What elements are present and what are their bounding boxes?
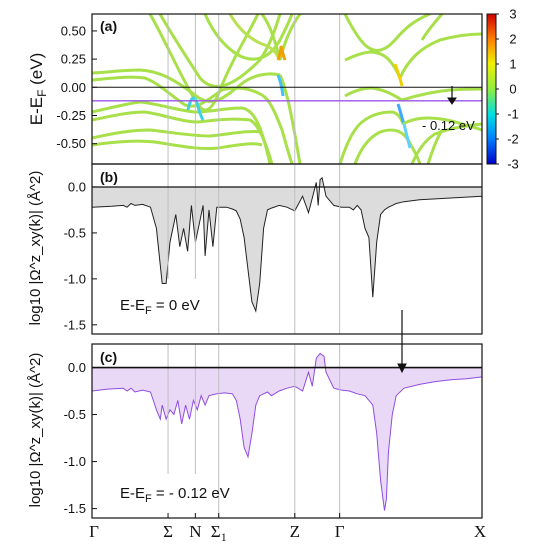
y-axis-label: log10 |Ω^z_xy(k)| (Å^2) xyxy=(27,171,44,326)
figure-texts: (a) (b) (c) E-EF (eV) - 0.12 eV log10 |Ω^z_xy… xyxy=(27,18,475,507)
y-tick-label: 0.0 xyxy=(68,179,86,194)
colorbar-tick-label: -1 xyxy=(507,107,519,122)
y-tick-label: 0.50 xyxy=(61,23,86,38)
colorbar-tick-label: 2 xyxy=(509,32,516,47)
y-tick-label: -1.5 xyxy=(64,501,86,516)
panel-label: (c) xyxy=(100,349,117,365)
y-axis-label: log10 |Ω^z_xy(k)| (Å^2) xyxy=(27,353,44,508)
k-point-label: Σ xyxy=(163,522,173,541)
colorbar-tick-label: -3 xyxy=(507,157,519,172)
y-tick-label: -0.5 xyxy=(64,407,86,422)
curvature-area xyxy=(92,177,482,311)
panel-b-frame xyxy=(91,163,483,335)
y-tick-label: 0.25 xyxy=(61,52,86,67)
colorbar-tick-label: -2 xyxy=(507,132,519,147)
colorbar: 3 2 1 0 -1 -2 -3 xyxy=(486,7,519,172)
panel-label: (b) xyxy=(100,169,118,185)
k-point-label: Σ1 xyxy=(211,522,227,544)
colorbar-gradient xyxy=(486,13,497,165)
y-tick-label: -1.5 xyxy=(64,317,86,332)
panel-c-frame xyxy=(91,343,483,519)
panel-c-axes: 0.0 -0.5 -1.0 -1.5 xyxy=(64,343,483,519)
y-tick-label: -0.5 xyxy=(64,225,86,240)
curvature-line xyxy=(92,352,482,511)
panel-label: (a) xyxy=(100,18,117,34)
colorbar-tick-label: 3 xyxy=(509,7,516,22)
panel-a: 0.50 0.25 0.00 -0.25 -0.50 xyxy=(56,13,483,165)
panel-b: 0.0 -0.5 -1.0 -1.5 xyxy=(64,163,483,335)
k-point-label: Z xyxy=(290,522,300,541)
k-point-label: X xyxy=(474,522,486,541)
y-tick-label: -1.0 xyxy=(64,271,86,286)
k-point-label: Γ xyxy=(89,522,99,541)
y-axis-label: E-EF (eV) xyxy=(27,53,49,126)
y-tick-label: -0.25 xyxy=(56,108,86,123)
y-tick-label: -1.0 xyxy=(64,454,86,469)
colorbar-ticks: 3 2 1 0 -1 -2 -3 xyxy=(496,7,519,172)
panel-c: 0.0 -0.5 -1.0 -1.5 xyxy=(64,343,483,519)
band-lines xyxy=(92,14,482,164)
k-point-label: Γ xyxy=(335,522,345,541)
y-tick-label: 0.0 xyxy=(68,360,86,375)
colorbar-tick-label: 1 xyxy=(509,57,516,72)
arrow-bc-head xyxy=(397,363,407,374)
panel-b-plot xyxy=(92,176,482,313)
annotation-arrows xyxy=(397,86,457,374)
panel-b-axes: 0.0 -0.5 -1.0 -1.5 xyxy=(64,163,483,335)
panel-c-plot xyxy=(92,352,482,511)
colorbar-tick-label: 0 xyxy=(509,82,516,97)
energy-annotation: E-EF = - 0.12 eV xyxy=(120,485,230,505)
arrow-a-head xyxy=(447,97,457,105)
curvature-line xyxy=(92,176,482,313)
energy-annotation: E-EF = 0 eV xyxy=(120,297,200,317)
y-tick-label: -0.50 xyxy=(56,136,86,151)
curvature-area xyxy=(92,353,482,511)
energy-annotation: - 0.12 eV xyxy=(422,118,475,133)
k-point-label: N xyxy=(189,522,201,541)
y-tick-label: 0.00 xyxy=(61,80,86,95)
